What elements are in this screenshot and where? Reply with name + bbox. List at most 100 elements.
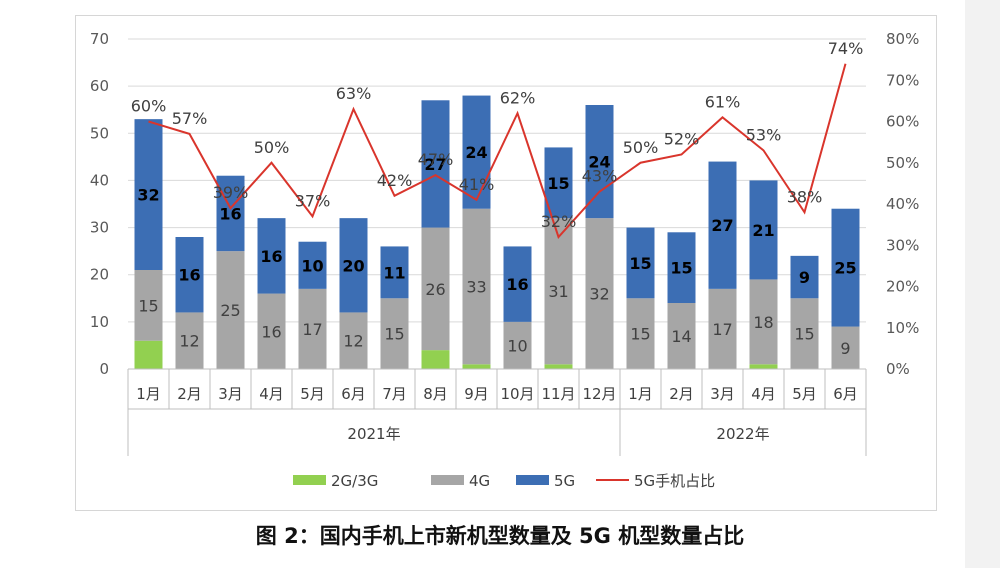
legend-swatch xyxy=(293,475,326,485)
y-right-tick-label: 0% xyxy=(886,360,910,378)
ratio-label: 39% xyxy=(213,183,249,202)
bar-value-label: 14 xyxy=(671,327,691,346)
y-right-tick-label: 40% xyxy=(886,195,919,213)
y-left-tick-label: 40 xyxy=(90,171,109,189)
bar-5G xyxy=(421,100,450,228)
y-left-tick-label: 60 xyxy=(90,77,109,95)
x-tick-label: 6月 xyxy=(833,385,858,403)
legend-swatch xyxy=(431,475,464,485)
y-left-tick-label: 30 xyxy=(90,219,109,237)
bar-5G xyxy=(216,175,245,252)
y-left-tick-label: 10 xyxy=(90,313,109,331)
bars xyxy=(134,95,860,369)
bar-5G xyxy=(339,218,368,313)
bar-4G xyxy=(339,312,368,369)
bar-4G xyxy=(503,321,532,369)
legend: 2G/3G 4G 5G 5G手机占比 xyxy=(293,472,715,490)
ratio-label: 62% xyxy=(500,88,536,107)
bar-4G xyxy=(380,298,409,369)
bar-value-label: 17 xyxy=(302,320,322,339)
bar-value-label: 16 xyxy=(261,322,281,341)
x-tick-label: 5月 xyxy=(300,385,325,403)
bar-value-label: 24 xyxy=(588,153,610,172)
bar-value-label: 15 xyxy=(138,296,158,315)
bar-value-label: 32 xyxy=(137,186,159,205)
ratio-label: 42% xyxy=(377,171,413,190)
bar-value-label: 20 xyxy=(342,256,364,275)
x-tick-label: 12月 xyxy=(582,385,616,403)
bar-value-label: 27 xyxy=(711,216,733,235)
bar-4G xyxy=(298,288,327,369)
ratio-label: 74% xyxy=(828,39,864,58)
ratio-label: 61% xyxy=(705,92,741,111)
bar-value-label: 27 xyxy=(424,155,446,174)
ratio-line xyxy=(148,63,847,239)
ratio-label: 60% xyxy=(131,97,167,116)
figure-caption: 图 2：国内手机上市新机型数量及 5G 机型数量占比 xyxy=(255,524,745,548)
y-right-tick-label: 60% xyxy=(886,113,919,131)
bar-value-label: 16 xyxy=(260,247,282,266)
ratio-label: 38% xyxy=(787,187,823,206)
bar-5G xyxy=(298,241,327,289)
x-tick-label: 3月 xyxy=(218,385,243,403)
bar-value-label: 15 xyxy=(629,254,651,273)
bar-2G/3G xyxy=(544,364,573,369)
x-tick-label: 5月 xyxy=(792,385,817,403)
bar-4G xyxy=(708,288,737,369)
bar-5G xyxy=(585,105,614,219)
x-tick-label: 2月 xyxy=(669,385,694,403)
bar-5G xyxy=(462,95,491,209)
y-left-tick-label: 50 xyxy=(90,124,109,142)
bar-5G xyxy=(257,218,286,294)
bar-value-label: 15 xyxy=(547,174,569,193)
x-group-label: 2022年 xyxy=(716,425,769,443)
ratio-label: 47% xyxy=(418,150,454,169)
bar-4G xyxy=(175,312,204,369)
bar-4G xyxy=(216,251,245,369)
x-tick-label: 11月 xyxy=(541,385,575,403)
ratio-label: 52% xyxy=(664,130,700,149)
x-tick-label: 9月 xyxy=(464,385,489,403)
bar-value-label: 21 xyxy=(752,221,774,240)
ratio-label: 57% xyxy=(172,109,208,128)
legend-label: 5G手机占比 xyxy=(634,472,715,490)
bar-5G xyxy=(134,119,163,271)
bar-value-label: 15 xyxy=(670,259,692,278)
bar-4G xyxy=(831,326,860,369)
bar-value-label: 33 xyxy=(466,278,486,297)
y-right-tick-label: 70% xyxy=(886,71,919,89)
bar-value-label: 16 xyxy=(506,275,528,294)
x-tick-label: 8月 xyxy=(423,385,448,403)
legend-label: 4G xyxy=(469,472,490,490)
bar-4G xyxy=(626,298,655,369)
bar-5G xyxy=(790,255,819,299)
x-tick-label: 1月 xyxy=(136,385,161,403)
y-right-tick-label: 80% xyxy=(886,30,919,48)
legend-swatch xyxy=(516,475,549,485)
bar-5G xyxy=(749,180,778,280)
bar-value-label: 16 xyxy=(178,266,200,285)
chart-frame: 15 12 25 16 17 12 15 26 33 10 31 32 15 14 17 18 15 9 32 16 1… xyxy=(75,15,937,511)
ratio-label: 63% xyxy=(336,84,372,103)
bar-4G xyxy=(544,218,573,365)
ratio-label: 53% xyxy=(746,125,782,144)
bar-value-label: 31 xyxy=(548,282,568,301)
bar-5G xyxy=(667,232,696,303)
x-tick-label: 1月 xyxy=(628,385,653,403)
bar-value-label: 17 xyxy=(712,320,732,339)
bar-value-label: 15 xyxy=(630,325,650,344)
ratio-label: 50% xyxy=(623,138,659,157)
bar-value-label: 32 xyxy=(589,285,609,304)
y-left-tick-label: 70 xyxy=(90,30,109,48)
y-right-tick-label: 20% xyxy=(886,278,919,296)
bar-value-label: 10 xyxy=(507,336,527,355)
bar-value-label: 26 xyxy=(425,280,445,299)
bar-4G xyxy=(667,303,696,369)
bar-value-label: 12 xyxy=(179,332,199,351)
bar-value-label: 9 xyxy=(799,268,810,287)
bar-5G xyxy=(626,227,655,299)
bar-value-label: 15 xyxy=(794,325,814,344)
x-tick-label: 4月 xyxy=(751,385,776,403)
ratio-line-layer xyxy=(148,63,847,239)
y-left-tick-label: 20 xyxy=(90,266,109,284)
